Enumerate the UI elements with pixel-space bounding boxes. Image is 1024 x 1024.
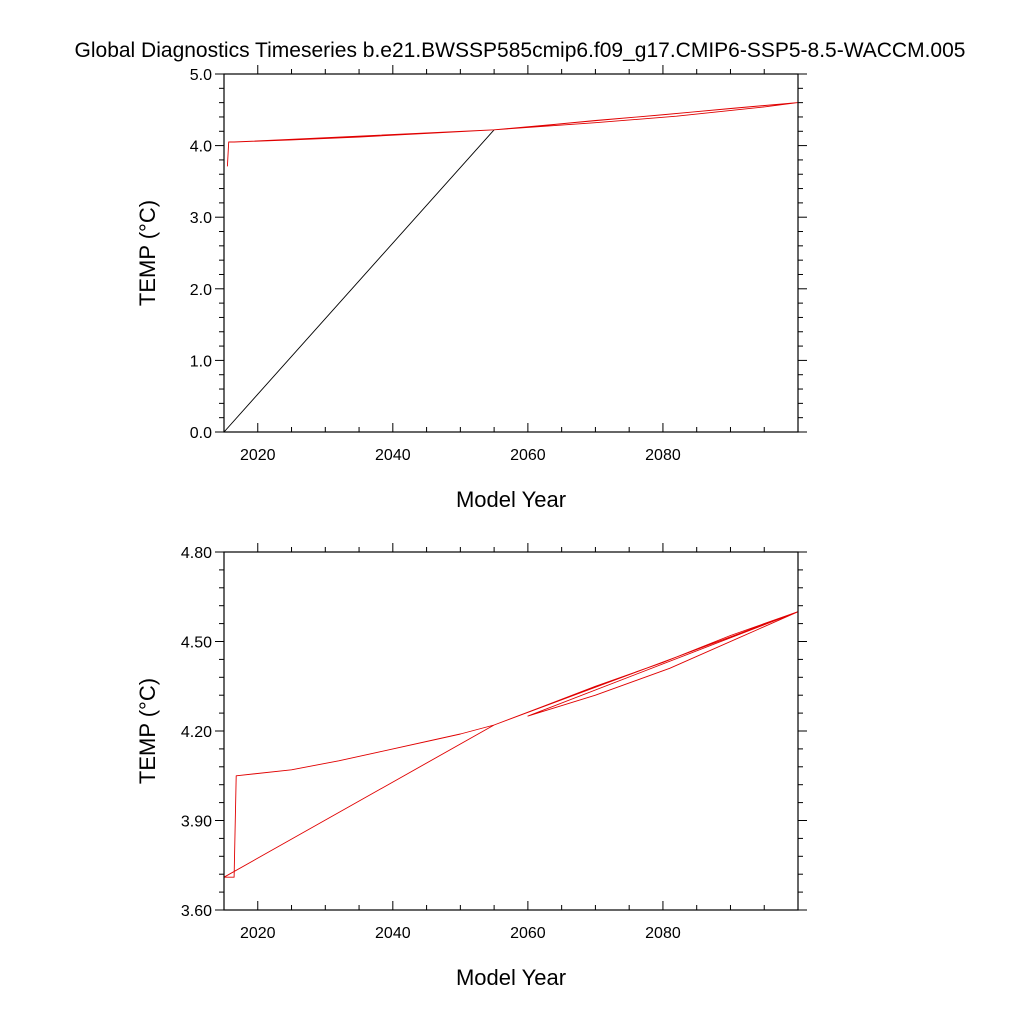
y-tick-label: 4.80 xyxy=(181,545,212,562)
y-tick-label: 4.0 xyxy=(190,139,212,156)
bottom-panel: 2020 2040 2060 2080 3.60 3.90 4.20 4.50 4.80 Mode… xyxy=(135,543,807,990)
y-tick-label: 4.20 xyxy=(181,724,212,741)
x-tick-label: 2080 xyxy=(645,925,681,942)
x-tick-label: 2020 xyxy=(240,925,276,942)
x-tick-label: 2020 xyxy=(240,447,276,464)
x-tick-label: 2040 xyxy=(375,447,411,464)
x-axis-label: Model Year xyxy=(456,965,566,990)
y-axis-label: TEMP (°C) xyxy=(135,678,160,784)
x-tick-label: 2060 xyxy=(510,925,546,942)
y-tick-label: 3.0 xyxy=(190,210,212,227)
series-line-ref xyxy=(224,129,495,432)
x-tick-label: 2040 xyxy=(375,925,411,942)
y-tick-label: 5.0 xyxy=(190,67,212,84)
x-tick-label: 2080 xyxy=(645,447,681,464)
series-line-case xyxy=(224,611,798,878)
series-line-case xyxy=(226,102,798,167)
y-tick-label: 2.0 xyxy=(190,282,212,299)
y-tick-label: 4.50 xyxy=(181,635,212,652)
top-panel: 2020 2040 2060 2080 0.0 1.0 2.0 3.0 4.0 5.0 Model … xyxy=(135,65,807,512)
plot-frame xyxy=(223,73,799,433)
x-tick-label: 2060 xyxy=(510,447,546,464)
plot-frame xyxy=(223,551,799,911)
y-axis-label: TEMP (°C) xyxy=(135,200,160,306)
figure-title: Global Diagnostics Timeseries b.e21.BWSS… xyxy=(75,39,966,62)
x-axis-label: Model Year xyxy=(456,487,566,512)
y-tick-label: 3.90 xyxy=(181,814,212,831)
y-tick-label: 0.0 xyxy=(190,425,212,442)
y-tick-label: 1.0 xyxy=(190,353,212,370)
y-tick-label: 3.60 xyxy=(181,903,212,920)
